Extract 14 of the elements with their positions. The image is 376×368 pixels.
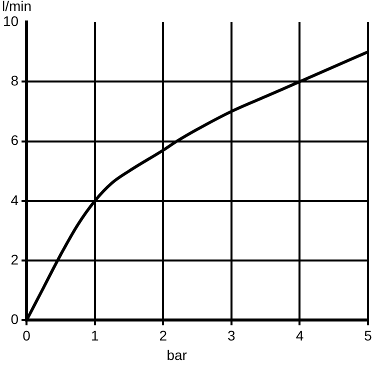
y-tick-label: 2: [10, 251, 19, 268]
y-axis-title: l/min: [2, 0, 32, 14]
y-tick-label: 6: [10, 132, 19, 148]
x-tick-label: 2: [159, 327, 168, 344]
y-tick-label: 10: [2, 12, 19, 29]
x-tick-label: 5: [364, 327, 372, 344]
x-tick-label: 4: [296, 327, 304, 344]
x-tick-label: 0: [22, 327, 31, 344]
x-axis-title: bar: [166, 346, 188, 363]
y-tick-label: 4: [10, 192, 19, 208]
y-tick-label: 8: [10, 72, 19, 88]
x-tick-label: 3: [228, 327, 236, 344]
x-tick-label: 1: [90, 327, 99, 344]
y-tick-label: 0: [10, 311, 19, 328]
